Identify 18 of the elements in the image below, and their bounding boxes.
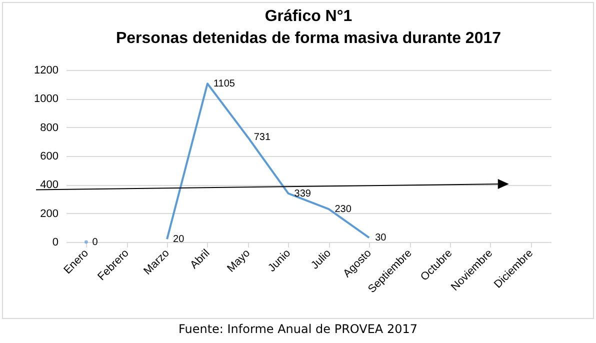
y-tick-label: 600	[40, 150, 58, 162]
data-label: 339	[294, 188, 312, 200]
data-label: 230	[334, 204, 352, 216]
data-label: 20	[173, 234, 185, 246]
y-tick-label: 1200	[34, 64, 58, 76]
data-label: 0	[92, 237, 98, 248]
data-label: 1105	[213, 78, 236, 90]
y-tick-label: 800	[40, 122, 58, 134]
y-tick-label: 400	[40, 179, 58, 192]
data-label: 731	[254, 132, 271, 144]
text: Gráfico N°1	[264, 8, 352, 25]
source-note: Fuente: Informe Anual de PROVEA 2017	[177, 322, 418, 336]
text: Personas detenidas de forma masiva durante 2017	[116, 30, 502, 47]
y-tick-label: 1000	[34, 93, 58, 106]
y-tick-label: 200	[40, 208, 58, 220]
y-tick-label: 0	[52, 236, 58, 248]
x-tick-label: Julio	[308, 247, 334, 272]
data-label: 30	[375, 232, 387, 244]
